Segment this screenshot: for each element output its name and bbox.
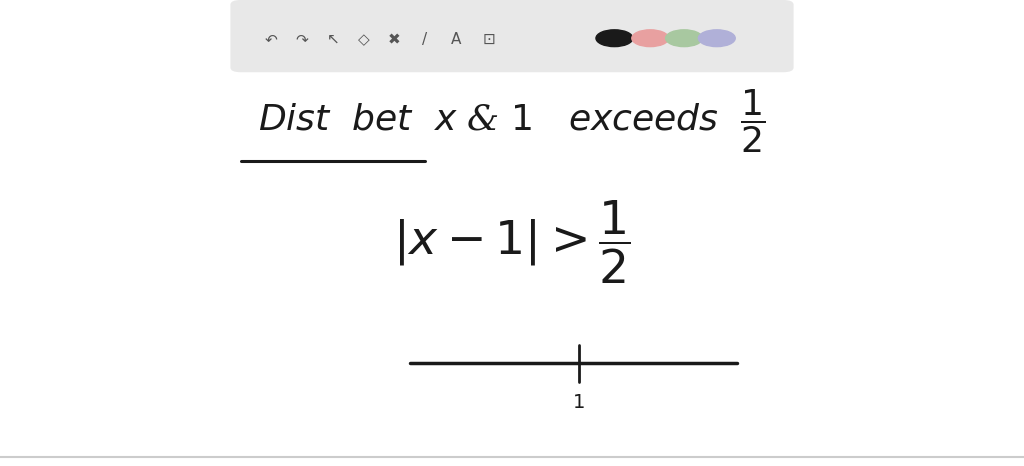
- Text: ⊡: ⊡: [483, 32, 496, 47]
- Circle shape: [632, 30, 669, 47]
- FancyBboxPatch shape: [230, 0, 794, 72]
- Text: ↖: ↖: [327, 32, 339, 47]
- Circle shape: [596, 30, 633, 47]
- Text: /: /: [422, 32, 428, 47]
- Text: ↶: ↶: [265, 32, 278, 47]
- Text: ✖: ✖: [388, 32, 400, 47]
- Text: ↷: ↷: [296, 32, 308, 47]
- Text: A: A: [451, 32, 461, 47]
- Text: $|x - 1| > \dfrac{1}{2}$: $|x - 1| > \dfrac{1}{2}$: [393, 199, 631, 286]
- Text: ◇: ◇: [357, 32, 370, 47]
- Circle shape: [698, 30, 735, 47]
- Text: $1$: $1$: [572, 394, 585, 412]
- Text: $\mathit{Dist}$  $\mathit{bet}$  $\mathit{x}$ & $\mathit{1}$   $\mathit{exceeds}: $\mathit{Dist}$ $\mathit{bet}$ $\mathit{…: [258, 88, 766, 155]
- Circle shape: [666, 30, 702, 47]
